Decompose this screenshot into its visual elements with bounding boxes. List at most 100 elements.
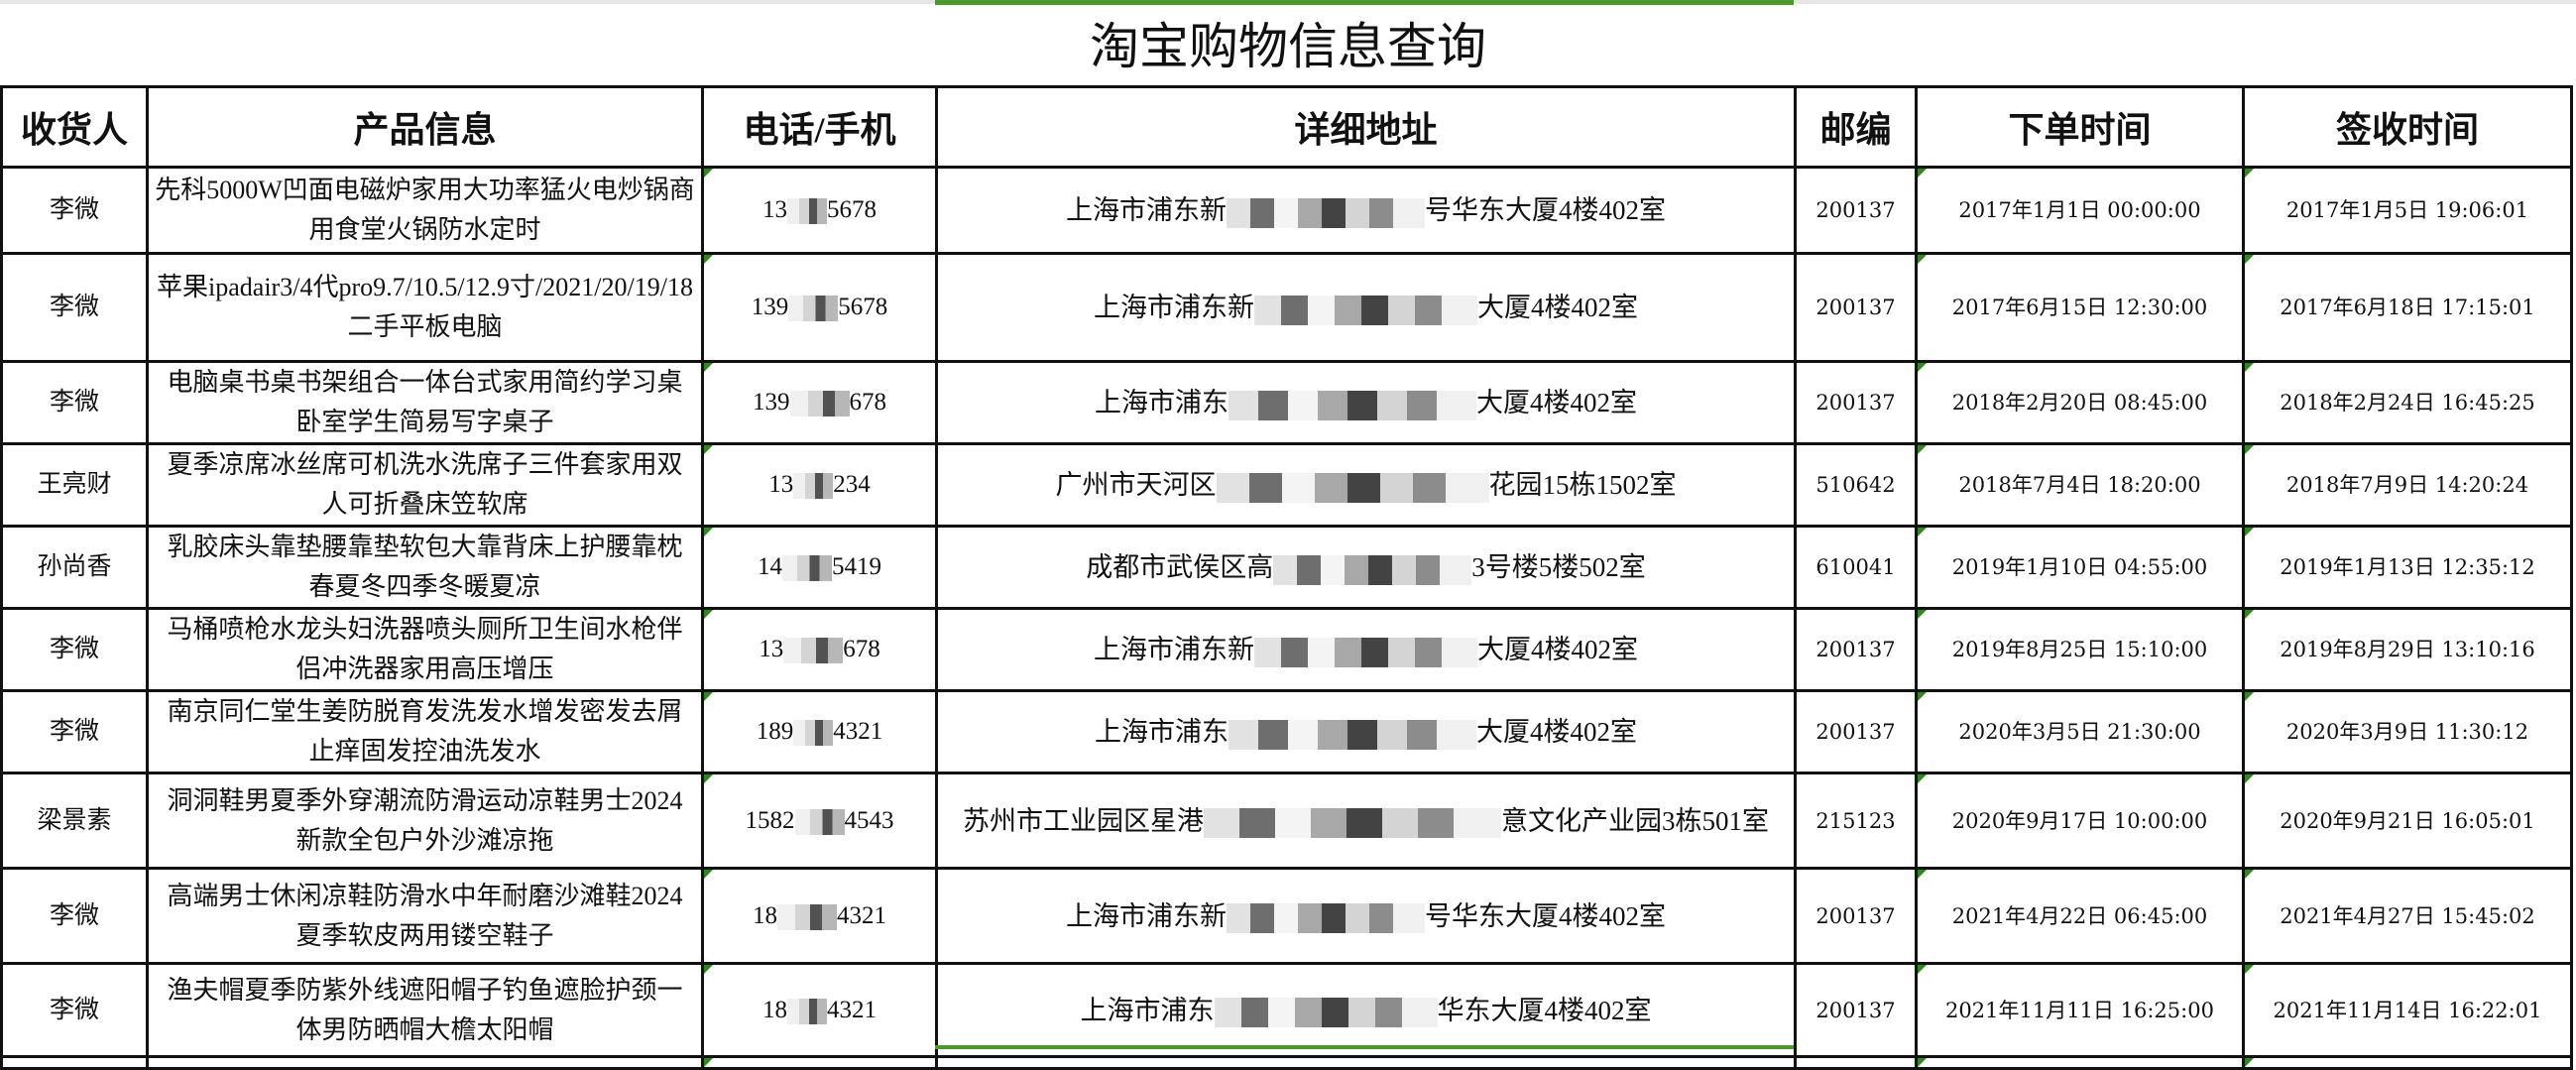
- cell-recipient[interactable]: 李微: [0, 360, 149, 445]
- cell-product[interactable]: 高端男士休闲凉鞋防滑水中年耐磨沙滩鞋2024夏季软皮两用镂空鞋子: [146, 867, 704, 965]
- cell-zip[interactable]: 200137: [1794, 607, 1918, 692]
- cell-address[interactable]: 上海市浦东 大厦4楼402室: [935, 360, 1797, 445]
- header-recipient[interactable]: 收货人: [0, 85, 149, 169]
- cell-product[interactable]: 乳胶床头靠垫腰靠垫软包大靠背床上护腰靠枕春夏冬四季冬暖夏凉: [146, 525, 704, 610]
- cell-sign-time[interactable]: 2018年2月24日 16:45:25: [2242, 360, 2573, 445]
- cell-phone[interactable]: 1582 4543: [701, 772, 938, 870]
- cell-zip[interactable]: 200137: [1794, 166, 1918, 255]
- phone-end: 5419: [832, 553, 881, 580]
- cell-recipient[interactable]: 孙尚香: [0, 525, 149, 610]
- cell-sign-time[interactable]: 2018年7月9日 14:20:24: [2242, 442, 2573, 528]
- redacted-blur: [782, 555, 832, 582]
- cell-order-time[interactable]: 2021年11月11日 16:25:00: [1915, 962, 2245, 1058]
- cell-phone[interactable]: 18 4321: [701, 962, 938, 1058]
- cell-order-time[interactable]: 2020年9月17日 10:00:00: [1915, 772, 2245, 870]
- cell-order-time[interactable]: 2021年4月22日 06:45:00: [1915, 867, 2245, 965]
- empty-cell[interactable]: [1915, 1055, 2245, 1070]
- cell-phone[interactable]: 13 234: [701, 442, 938, 528]
- table-row: 李微 马桶喷枪水龙头妇洗器喷头厕所卫生间水枪伴侣冲洗器家用高压增压 13 678 …: [0, 607, 2573, 692]
- cell-address[interactable]: 上海市浦东新 号华东大厦4楼402室: [935, 166, 1797, 255]
- empty-cell[interactable]: [935, 1055, 1797, 1070]
- cell-recipient[interactable]: 李微: [0, 252, 149, 363]
- redacted-blur: [1254, 637, 1477, 667]
- cell-sign-time[interactable]: 2019年1月13日 12:35:12: [2242, 525, 2573, 610]
- cell-order-time[interactable]: 2018年7月4日 18:20:00: [1915, 442, 2245, 528]
- cell-recipient[interactable]: 梁景素: [0, 772, 149, 870]
- redacted-blur: [1227, 197, 1425, 228]
- cell-address[interactable]: 上海市浦东新 大厦4楼402室: [935, 252, 1797, 363]
- cell-product[interactable]: 夏季凉席冰丝席可机洗水洗席子三件套家用双人可折叠床笠软席: [146, 442, 704, 528]
- phone-start: 189: [756, 718, 794, 745]
- cell-sign-time[interactable]: 2020年9月21日 16:05:01: [2242, 772, 2573, 870]
- header-sign-time[interactable]: 签收时间: [2242, 85, 2573, 169]
- cell-recipient[interactable]: 王亮财: [0, 442, 149, 528]
- cell-sign-time[interactable]: 2020年3月9日 11:30:12: [2242, 689, 2573, 774]
- cell-address[interactable]: 上海市浦东新 号华东大厦4楼402室: [935, 867, 1797, 965]
- cell-address[interactable]: 成都市武侯区高 3号楼5楼502室: [935, 525, 1797, 610]
- empty-cell[interactable]: [701, 1055, 938, 1070]
- cell-phone[interactable]: 139 678: [701, 360, 938, 445]
- empty-cell[interactable]: [0, 1055, 149, 1070]
- table-row: 李微 电脑桌书桌书架组合一体台式家用简约学习桌卧室学生简易写字桌子 139 678…: [0, 360, 2573, 445]
- cell-sign-time[interactable]: 2017年6月18日 17:15:01: [2242, 252, 2573, 363]
- cell-order-time[interactable]: 2019年1月10日 04:55:00: [1915, 525, 2245, 610]
- cell-product[interactable]: 洞洞鞋男夏季外穿潮流防滑运动凉鞋男士2024新款全包户外沙滩凉拖: [146, 772, 704, 870]
- empty-cell[interactable]: [2242, 1055, 2573, 1070]
- header-address[interactable]: 详细地址: [935, 85, 1797, 169]
- cell-address[interactable]: 广州市天河区 花园15栋1502室: [935, 442, 1797, 528]
- cell-recipient[interactable]: 李微: [0, 607, 149, 692]
- phone-start: 13: [759, 636, 784, 662]
- cell-zip[interactable]: 215123: [1794, 772, 1918, 870]
- cell-phone[interactable]: 139 5678: [701, 252, 938, 363]
- cell-recipient[interactable]: 李微: [0, 867, 149, 965]
- cell-recipient[interactable]: 李微: [0, 689, 149, 774]
- empty-cell[interactable]: [1794, 1055, 1918, 1070]
- header-product[interactable]: 产品信息: [146, 85, 704, 169]
- cell-zip[interactable]: 200137: [1794, 252, 1918, 363]
- cell-address[interactable]: 苏州市工业园区星港 意文化产业园3栋501室: [935, 772, 1797, 870]
- header-phone[interactable]: 电话/手机: [701, 85, 938, 169]
- cell-phone[interactable]: 189 4321: [701, 689, 938, 774]
- cell-order-time[interactable]: 2020年3月5日 21:30:00: [1915, 689, 2245, 774]
- cell-product[interactable]: 苹果ipadair3/4代pro9.7/10.5/12.9寸/2021/20/1…: [146, 252, 704, 363]
- cell-zip[interactable]: 200137: [1794, 360, 1918, 445]
- cell-address[interactable]: 上海市浦东 大厦4楼402室: [935, 689, 1797, 774]
- phone-end: 4321: [837, 901, 886, 929]
- cell-address[interactable]: 上海市浦东 华东大厦4楼402室: [935, 962, 1797, 1058]
- cell-product[interactable]: 电脑桌书桌书架组合一体台式家用简约学习桌卧室学生简易写字桌子: [146, 360, 704, 445]
- cell-phone[interactable]: 18 4321: [701, 867, 938, 965]
- cell-phone[interactable]: 13 5678: [701, 166, 938, 255]
- redacted-blur: [794, 808, 845, 835]
- cell-order-time[interactable]: 2018年2月20日 08:45:00: [1915, 360, 2245, 445]
- cell-sign-time[interactable]: 2019年8月29日 13:10:16: [2242, 607, 2573, 692]
- cell-phone[interactable]: 14 5419: [701, 525, 938, 610]
- cell-sign-time[interactable]: 2021年11月14日 16:22:01: [2242, 962, 2573, 1058]
- cell-order-time[interactable]: 2017年6月15日 12:30:00: [1915, 252, 2245, 363]
- cell-sign-time[interactable]: 2021年4月27日 15:45:02: [2242, 867, 2573, 965]
- cell-product[interactable]: 马桶喷枪水龙头妇洗器喷头厕所卫生间水枪伴侣冲洗器家用高压增压: [146, 607, 704, 692]
- header-zip[interactable]: 邮编: [1794, 85, 1918, 169]
- cell-order-time[interactable]: 2017年1月1日 00:00:00: [1915, 166, 2245, 255]
- phone-end: 4543: [844, 806, 894, 834]
- phone-end: 234: [833, 471, 871, 498]
- cell-recipient[interactable]: 李微: [0, 962, 149, 1058]
- cell-zip[interactable]: 200137: [1794, 962, 1918, 1058]
- phone-start: 18: [762, 996, 787, 1023]
- cell-zip[interactable]: 200137: [1794, 689, 1918, 774]
- cell-product[interactable]: 南京同仁堂生姜防脱育发洗发水增发密发去屑止痒固发控油洗发水: [146, 689, 704, 774]
- cell-order-time[interactable]: 2019年8月25日 15:10:00: [1915, 607, 2245, 692]
- cell-zip[interactable]: 200137: [1794, 867, 1918, 965]
- header-order-time[interactable]: 下单时间: [1915, 85, 2245, 169]
- empty-cell[interactable]: [146, 1055, 704, 1070]
- cell-sign-time[interactable]: 2017年1月5日 19:06:01: [2242, 166, 2573, 255]
- cell-zip[interactable]: 510642: [1794, 442, 1918, 528]
- address-end: 意文化产业园3栋501室: [1501, 805, 1769, 836]
- cell-product[interactable]: 渔夫帽夏季防紫外线遮阳帽子钓鱼遮脸护颈一体男防晒帽大檐太阳帽: [146, 962, 704, 1058]
- cell-recipient[interactable]: 李微: [0, 166, 149, 255]
- cell-product[interactable]: 先科5000W凹面电磁炉家用大功率猛火电炒锅商用食堂火锅防水定时: [146, 166, 704, 255]
- phone-end: 4321: [827, 996, 877, 1023]
- address-start: 上海市浦东新: [1094, 635, 1254, 664]
- cell-zip[interactable]: 610041: [1794, 525, 1918, 610]
- cell-address[interactable]: 上海市浦东新 大厦4楼402室: [935, 607, 1797, 692]
- cell-phone[interactable]: 13 678: [701, 607, 938, 692]
